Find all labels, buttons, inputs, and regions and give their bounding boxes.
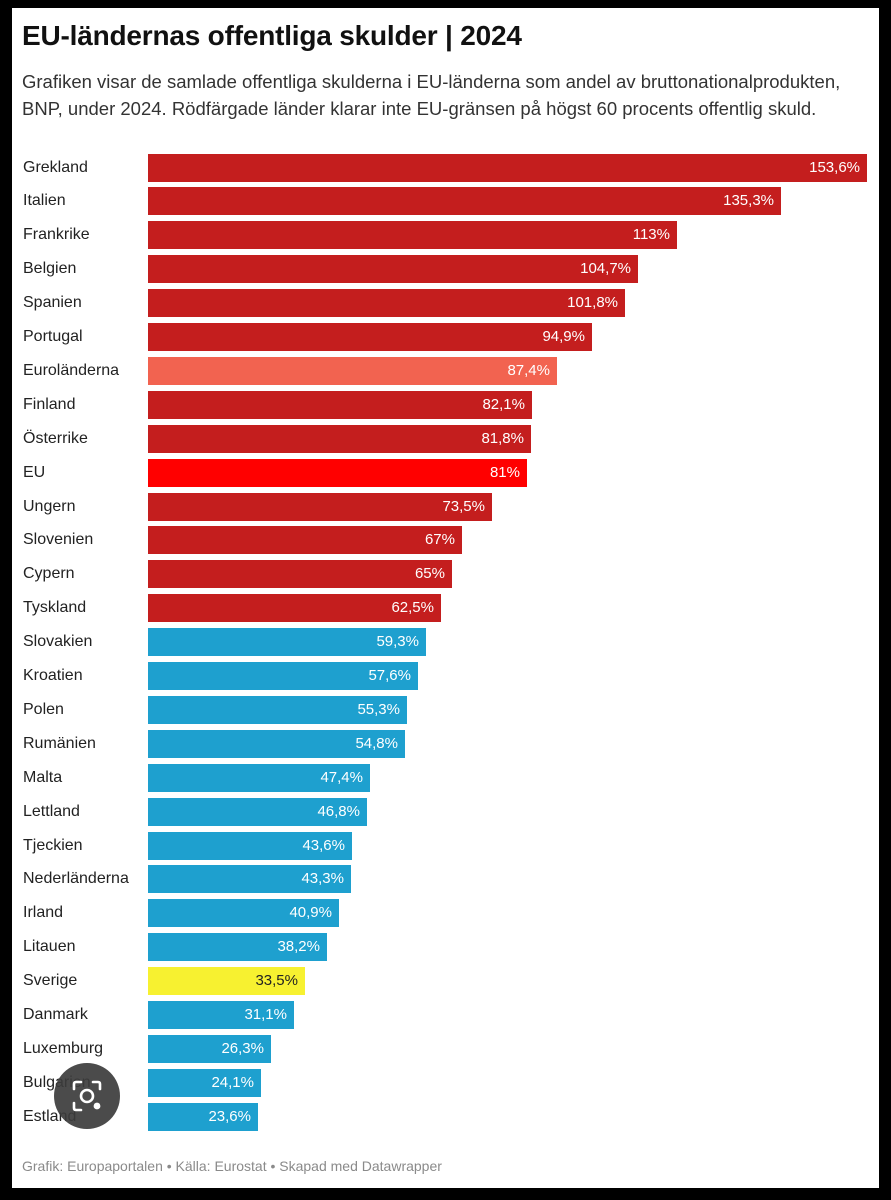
category-label: Ungern bbox=[23, 497, 76, 515]
bar bbox=[148, 899, 339, 928]
category-label: Slovakien bbox=[23, 633, 93, 651]
category-label: Frankrike bbox=[23, 226, 90, 244]
value-label: 62,5% bbox=[391, 599, 434, 617]
value-label: 82,1% bbox=[482, 395, 525, 413]
category-label: Spanien bbox=[23, 294, 82, 312]
value-label: 73,5% bbox=[442, 497, 485, 515]
category-label: Tyskland bbox=[23, 599, 87, 617]
lens-search-button[interactable] bbox=[54, 1063, 120, 1129]
chart-footer: Grafik: Europaportalen • Källa: Eurostat… bbox=[22, 1158, 442, 1174]
value-label: 26,3% bbox=[221, 1039, 264, 1057]
value-label: 54,8% bbox=[355, 734, 398, 752]
value-label: 43,6% bbox=[302, 836, 345, 854]
bar bbox=[148, 560, 452, 589]
category-label: Malta bbox=[23, 768, 63, 786]
bar bbox=[148, 628, 426, 657]
bar bbox=[148, 458, 527, 487]
bar bbox=[148, 865, 351, 894]
value-label: 40,9% bbox=[289, 904, 332, 922]
value-label: 113% bbox=[632, 226, 670, 244]
value-label: 33,5% bbox=[255, 972, 298, 990]
value-label: 94,9% bbox=[542, 328, 585, 345]
bar bbox=[148, 729, 405, 758]
category-label: Slovenien bbox=[23, 531, 94, 549]
category-label: Danmark bbox=[23, 1006, 88, 1023]
value-label: 101,8% bbox=[567, 294, 618, 312]
value-label: 135,3% bbox=[723, 192, 774, 210]
category-label: Irland bbox=[23, 904, 64, 922]
value-label: 67% bbox=[424, 531, 455, 549]
category-label: Luxemburg bbox=[23, 1039, 104, 1057]
category-label: Portugal bbox=[23, 328, 83, 345]
value-label: 31,1% bbox=[244, 1006, 287, 1023]
bar bbox=[148, 424, 531, 453]
category-label: Cypern bbox=[23, 565, 75, 583]
value-label: 46,8% bbox=[317, 802, 360, 820]
category-label: Finland bbox=[23, 395, 76, 413]
category-label: Kroatien bbox=[23, 667, 83, 684]
value-label: 38,2% bbox=[277, 938, 320, 956]
bar bbox=[148, 662, 418, 690]
bar bbox=[148, 594, 441, 623]
category-label: Tjeckien bbox=[23, 836, 83, 854]
bar bbox=[148, 1034, 271, 1063]
bar bbox=[148, 356, 557, 385]
category-label: Lettland bbox=[23, 802, 80, 820]
category-label: Sverige bbox=[23, 972, 78, 990]
value-label: 55,3% bbox=[357, 700, 400, 718]
category-label: Italien bbox=[23, 192, 66, 210]
value-label: 153,6% bbox=[809, 158, 860, 176]
category-label: Polen bbox=[23, 700, 64, 718]
value-label: 87,4% bbox=[507, 361, 550, 379]
chart-card: EU-ländernas offentliga skulder | 2024 G… bbox=[12, 8, 879, 1188]
category-label: Nederländerna bbox=[23, 870, 129, 888]
category-label: Belgien bbox=[23, 260, 77, 278]
bar bbox=[148, 492, 492, 521]
bar bbox=[148, 933, 327, 962]
value-label: 81,8% bbox=[481, 429, 524, 447]
value-label: 43,3% bbox=[301, 870, 344, 888]
value-label: 23,6% bbox=[208, 1107, 251, 1125]
value-label: 47,4% bbox=[320, 768, 363, 786]
category-label: Grekland bbox=[23, 158, 88, 176]
value-label: 65% bbox=[414, 565, 445, 583]
bar bbox=[148, 967, 305, 996]
bar bbox=[148, 763, 370, 792]
bar bbox=[148, 187, 781, 216]
bar bbox=[148, 831, 352, 860]
bar bbox=[148, 1102, 258, 1131]
bar bbox=[148, 221, 677, 250]
bar bbox=[148, 323, 592, 351]
value-label: 59,3% bbox=[376, 633, 419, 651]
bar-chart: Grekland 153,6% Italien 135,3% Frankrike 113%… bbox=[12, 8, 879, 1188]
chart-title: EU-ländernas offentliga skulder | 2024 bbox=[22, 20, 522, 51]
bar bbox=[148, 1001, 294, 1029]
bar bbox=[148, 255, 638, 284]
value-label: 24,1% bbox=[211, 1073, 254, 1091]
category-label: EU bbox=[23, 463, 46, 481]
bar bbox=[148, 390, 532, 419]
value-label: 104,7% bbox=[580, 260, 631, 278]
bar bbox=[148, 797, 367, 826]
chart-subtitle: Grafiken visar de samlade offentliga sku… bbox=[22, 71, 841, 119]
value-label: 57,6% bbox=[368, 667, 411, 684]
category-label: Euroländerna bbox=[23, 361, 120, 379]
value-label: 81% bbox=[489, 463, 520, 481]
bar bbox=[148, 1068, 261, 1097]
bar bbox=[148, 695, 407, 724]
category-label: Litauen bbox=[23, 938, 76, 956]
category-label: Rumänien bbox=[23, 734, 96, 752]
bar bbox=[148, 526, 462, 555]
category-label: Österrike bbox=[23, 429, 88, 447]
lens-search-icon bbox=[72, 1080, 102, 1112]
bar bbox=[148, 289, 625, 318]
bar bbox=[148, 153, 867, 182]
